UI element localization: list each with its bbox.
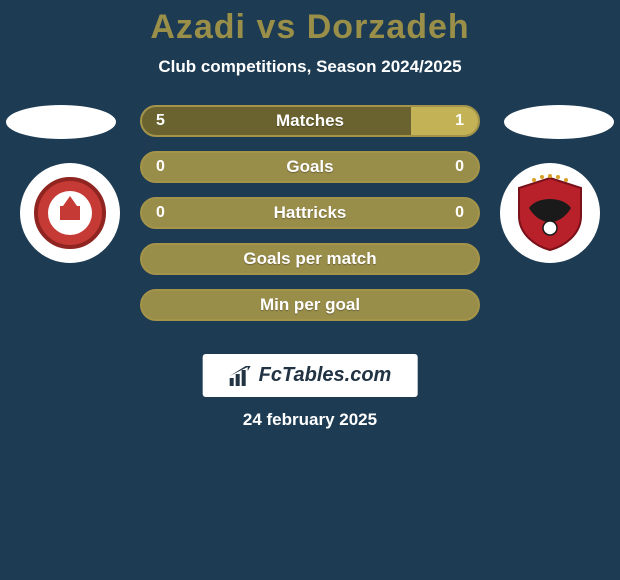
- watermark-text: FcTables.com: [259, 364, 392, 387]
- page-title: Azadi vs Dorzadeh: [0, 0, 620, 47]
- stat-bar: Min per goal: [140, 289, 480, 321]
- bar-label: Goals per match: [142, 249, 478, 269]
- bar-label: Min per goal: [142, 295, 478, 315]
- team-1-logo: [20, 163, 120, 263]
- bar-label: Matches: [142, 111, 478, 131]
- bar-label: Goals: [142, 157, 478, 177]
- comparison-area: 51Matches 00Goals 00Hattricks Goals per mat…: [0, 105, 620, 355]
- subtitle: Club competitions, Season 2024/2025: [0, 57, 620, 77]
- bar-chart-icon: [229, 366, 253, 386]
- team-2-logo: [500, 163, 600, 263]
- watermark: FcTables.com: [203, 354, 418, 397]
- ellipse-left: [6, 105, 116, 139]
- title-left: Azadi: [150, 8, 246, 46]
- stat-bars: 51Matches 00Goals 00Hattricks Goals per mat…: [140, 105, 480, 321]
- stat-bar: 51Matches: [140, 105, 480, 137]
- ellipse-right: [504, 105, 614, 139]
- crest-right-icon: [509, 172, 591, 254]
- title-vs: vs: [256, 8, 296, 46]
- bar-label: Hattricks: [142, 203, 478, 223]
- stat-bar: 00Goals: [140, 151, 480, 183]
- title-right: Dorzadeh: [307, 8, 470, 46]
- stat-bar: 00Hattricks: [140, 197, 480, 229]
- crest-left-icon: [33, 176, 107, 250]
- stat-bar: Goals per match: [140, 243, 480, 275]
- date-text: 24 february 2025: [0, 410, 620, 430]
